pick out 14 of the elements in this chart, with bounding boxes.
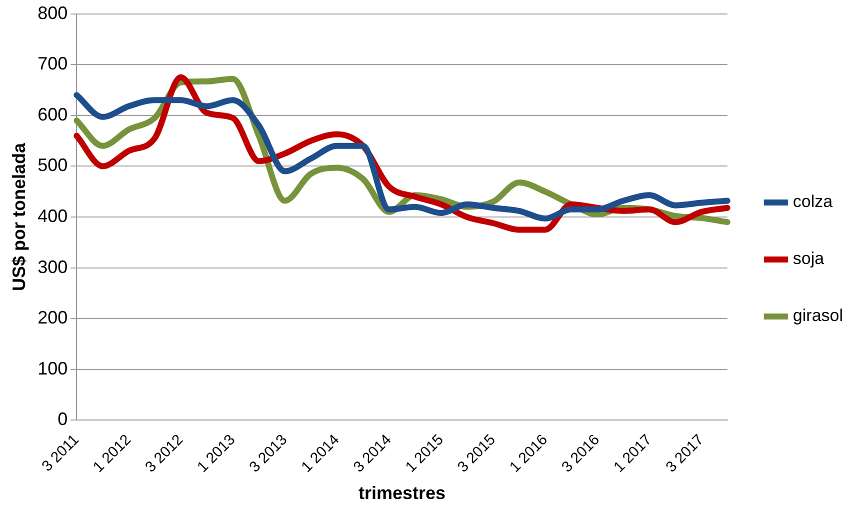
y-tick-label: 200 [38, 308, 68, 328]
legend-label: girasol [792, 306, 844, 326]
y-tick-label: 600 [38, 104, 68, 124]
legend-label: soja [792, 249, 825, 268]
y-tick-label: 700 [38, 54, 68, 74]
legend-label: colza [792, 192, 834, 212]
y-tick-label: 300 [38, 256, 68, 277]
y-axis-title: US$ por tonelada [8, 142, 29, 292]
y-tick-label: 0 [58, 409, 68, 430]
y-tick-label: 100 [38, 358, 68, 378]
x-axis-title: trimestres [358, 483, 446, 504]
y-tick-label: 500 [38, 155, 68, 176]
y-tick-label: 400 [38, 206, 68, 226]
y-tick-label: 800 [38, 2, 68, 23]
